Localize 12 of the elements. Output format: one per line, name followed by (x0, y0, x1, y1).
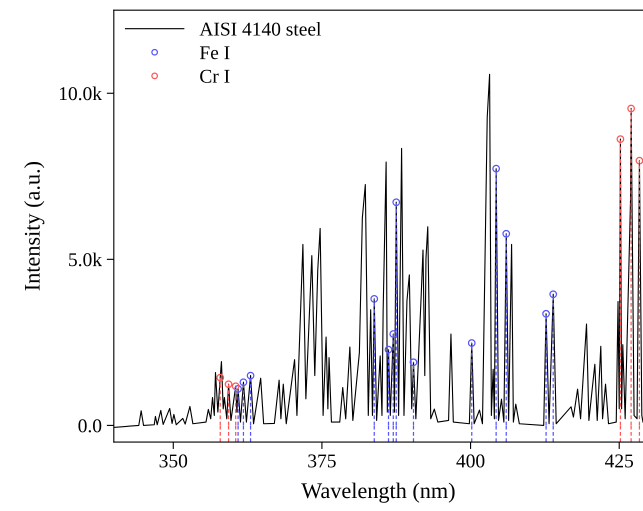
legend-label: Fe I (200, 46, 230, 60)
y-tick-label: 10.0k (60, 86, 102, 100)
x-axis-title: Wavelength (nm) (301, 482, 455, 503)
y-tick-label: 5.0k (69, 252, 102, 266)
legend-label: AISI 4140 steel (200, 22, 322, 36)
x-tick-label: 400 (456, 454, 484, 468)
legend-label: Cr I (200, 70, 230, 83)
y-tick-label: 0.0 (78, 419, 102, 432)
x-tick-label: 375 (308, 454, 336, 468)
y-axis-title: Intensity (a.u.) (24, 162, 44, 290)
x-tick-label: 425 (605, 454, 634, 468)
x-tick-label: 350 (160, 454, 188, 468)
